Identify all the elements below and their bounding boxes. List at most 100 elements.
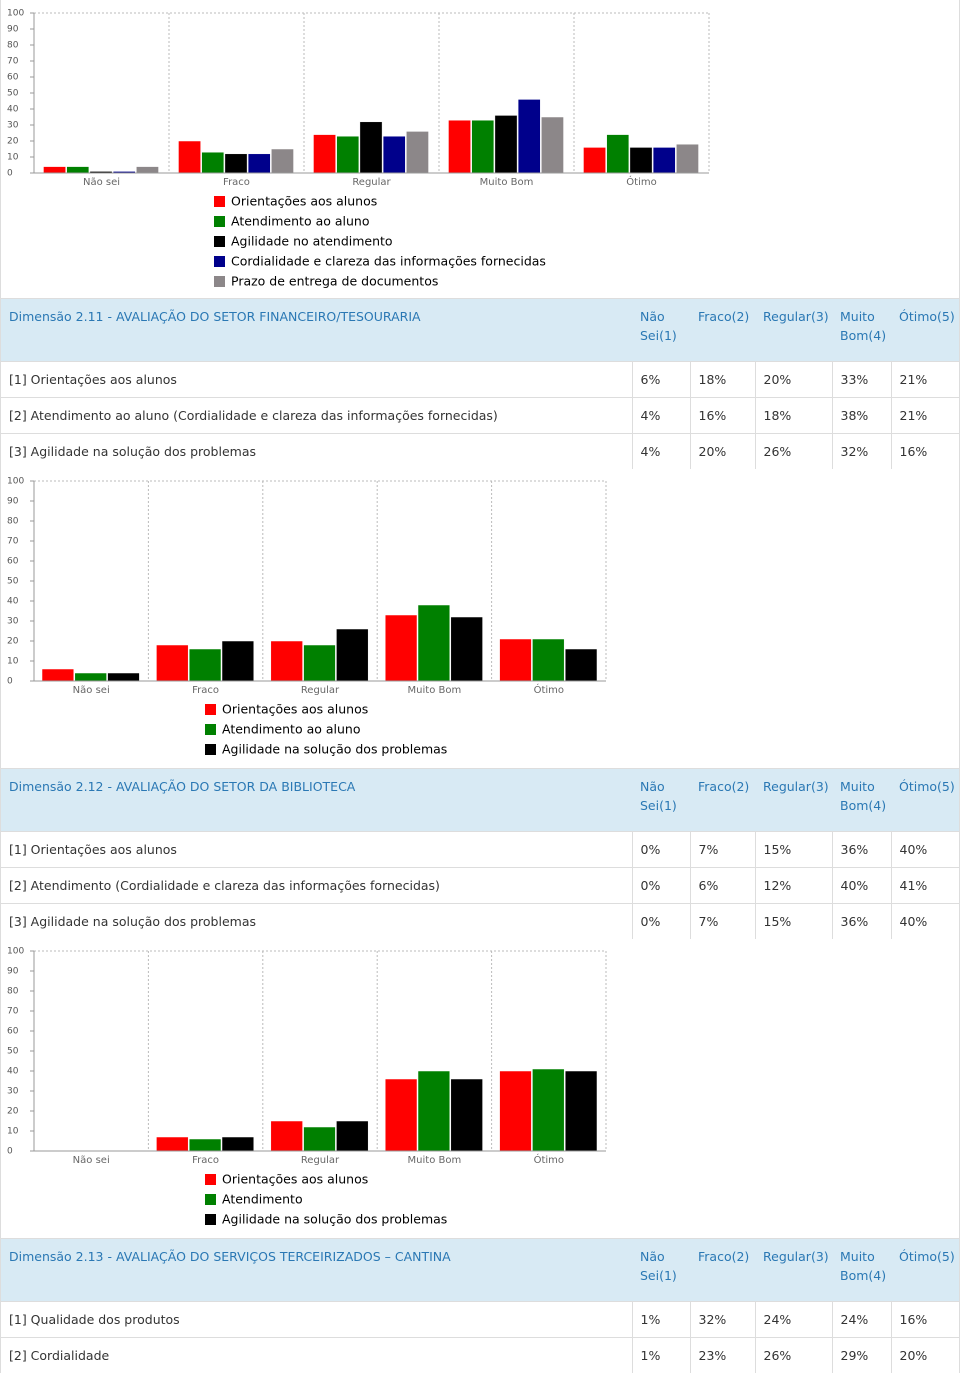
bar <box>385 1079 417 1151</box>
percentage-cell: 24% <box>832 1302 891 1338</box>
x-tick-label: Não sei <box>73 685 110 696</box>
legend-swatch <box>205 744 216 755</box>
legend-swatch <box>205 724 216 735</box>
y-tick-label: 80 <box>7 41 19 51</box>
percentage-cell: 32% <box>832 434 891 470</box>
y-tick-label: 20 <box>7 1107 19 1117</box>
bar <box>532 639 564 681</box>
x-tick-label: Regular <box>301 1155 340 1166</box>
question-cell: [1] Orientações aos alunos <box>1 362 632 398</box>
y-tick-label: 100 <box>7 477 24 487</box>
y-tick-label: 90 <box>7 497 19 507</box>
header-row: Dimensão 2.13 - AVALIAÇÃO DO SERVIÇOS TE… <box>1 1239 959 1302</box>
y-tick-label: 10 <box>7 153 19 163</box>
column-header: Muito Bom(4) <box>832 1239 891 1302</box>
table-title: Dimensão 2.12 - AVALIAÇÃO DO SETOR DA BI… <box>1 769 632 832</box>
x-tick-label: Fraco <box>223 177 250 188</box>
y-tick-label: 60 <box>7 1027 19 1037</box>
percentage-cell: 21% <box>891 398 959 434</box>
legend-label: Agilidade na solução dos problemas <box>222 1212 447 1227</box>
percentage-cell: 18% <box>755 398 832 434</box>
legend-swatch <box>214 276 225 287</box>
y-tick-label: 0 <box>7 677 13 687</box>
bar <box>156 645 188 681</box>
y-tick-label: 70 <box>7 537 19 547</box>
y-tick-label: 80 <box>7 987 19 997</box>
bar <box>271 1121 303 1151</box>
x-tick-label: Fraco <box>192 1155 219 1166</box>
bar <box>541 117 563 173</box>
legend-label: Prazo de entrega de documentos <box>231 274 438 289</box>
column-header: Regular(3) <box>755 299 832 362</box>
bar <box>304 645 336 681</box>
percentage-cell: 0% <box>632 832 690 868</box>
bar <box>75 673 107 681</box>
percentage-cell: 18% <box>690 362 755 398</box>
data-table: Dimensão 2.13 - AVALIAÇÃO DO SERVIÇOS TE… <box>1 1238 959 1373</box>
percentage-cell: 7% <box>690 832 755 868</box>
y-tick-label: 40 <box>7 105 19 115</box>
y-tick-label: 20 <box>7 637 19 647</box>
bar <box>418 605 450 681</box>
bar <box>406 131 428 173</box>
column-header: Ótimo(5) <box>891 1239 959 1302</box>
y-tick-label: 80 <box>7 517 19 527</box>
y-tick-label: 30 <box>7 121 19 131</box>
y-tick-label: 70 <box>7 57 19 67</box>
y-tick-label: 10 <box>7 657 19 667</box>
percentage-cell: 20% <box>755 362 832 398</box>
legend-label: Cordialidade e clareza das informações f… <box>231 254 546 269</box>
column-header: Regular(3) <box>755 769 832 832</box>
bar <box>202 152 224 173</box>
bar <box>500 1071 532 1151</box>
bar <box>222 641 254 681</box>
column-header: Muito Bom(4) <box>832 299 891 362</box>
bar <box>271 149 293 173</box>
x-tick-label: Muito Bom <box>408 685 462 696</box>
percentage-cell: 16% <box>891 434 959 470</box>
legend-swatch <box>214 256 225 267</box>
legend-label: Agilidade na solução dos problemas <box>222 742 447 757</box>
x-tick-label: Fraco <box>192 685 219 696</box>
table-title: Dimensão 2.11 - AVALIAÇÃO DO SETOR FINAN… <box>1 299 632 362</box>
y-tick-label: 30 <box>7 617 19 627</box>
column-header: Fraco(2) <box>690 769 755 832</box>
x-tick-label: Ótimo <box>626 175 656 188</box>
percentage-cell: 40% <box>832 868 891 904</box>
bar <box>448 120 470 173</box>
y-tick-label: 40 <box>7 597 19 607</box>
bar <box>451 617 483 681</box>
legend-label: Agilidade no atendimento <box>231 234 393 249</box>
y-tick-label: 60 <box>7 557 19 567</box>
bar <box>42 669 74 681</box>
percentage-cell: 29% <box>832 1338 891 1373</box>
percentage-cell: 4% <box>632 434 690 470</box>
percentage-cell: 23% <box>690 1338 755 1373</box>
question-cell: [1] Qualidade dos produtos <box>1 1302 632 1338</box>
bar <box>248 154 270 173</box>
percentage-cell: 40% <box>891 904 959 940</box>
percentage-cell: 15% <box>755 904 832 940</box>
bar <box>418 1071 450 1151</box>
bar <box>565 1071 597 1151</box>
legend-label: Orientações aos alunos <box>222 702 368 717</box>
y-tick-label: 20 <box>7 137 19 147</box>
header-row: Dimensão 2.12 - AVALIAÇÃO DO SETOR DA BI… <box>1 769 959 832</box>
legend-swatch <box>214 216 225 227</box>
percentage-cell: 33% <box>832 362 891 398</box>
question-cell: [2] Atendimento ao aluno (Cordialidade e… <box>1 398 632 434</box>
percentage-cell: 20% <box>690 434 755 470</box>
x-tick-label: Ótimo <box>534 683 564 696</box>
bar <box>313 135 335 173</box>
percentage-cell: 36% <box>832 904 891 940</box>
bar <box>156 1137 188 1151</box>
y-tick-label: 90 <box>7 967 19 977</box>
y-tick-label: 60 <box>7 73 19 83</box>
percentage-cell: 26% <box>755 434 832 470</box>
bar <box>565 649 597 681</box>
